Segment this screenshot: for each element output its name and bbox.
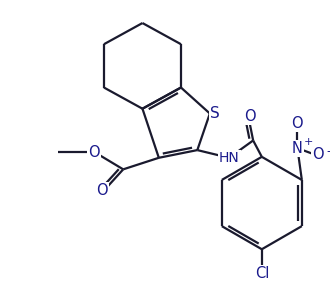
Text: –: – bbox=[326, 145, 330, 158]
Text: O: O bbox=[96, 183, 108, 198]
Text: O: O bbox=[292, 116, 303, 131]
Text: HN: HN bbox=[219, 151, 240, 165]
Text: S: S bbox=[210, 106, 219, 121]
Text: N: N bbox=[292, 141, 303, 156]
Text: O: O bbox=[245, 109, 256, 124]
Text: O: O bbox=[88, 145, 100, 160]
Text: O: O bbox=[312, 147, 323, 162]
Text: Cl: Cl bbox=[255, 266, 269, 281]
Text: +: + bbox=[304, 137, 313, 147]
